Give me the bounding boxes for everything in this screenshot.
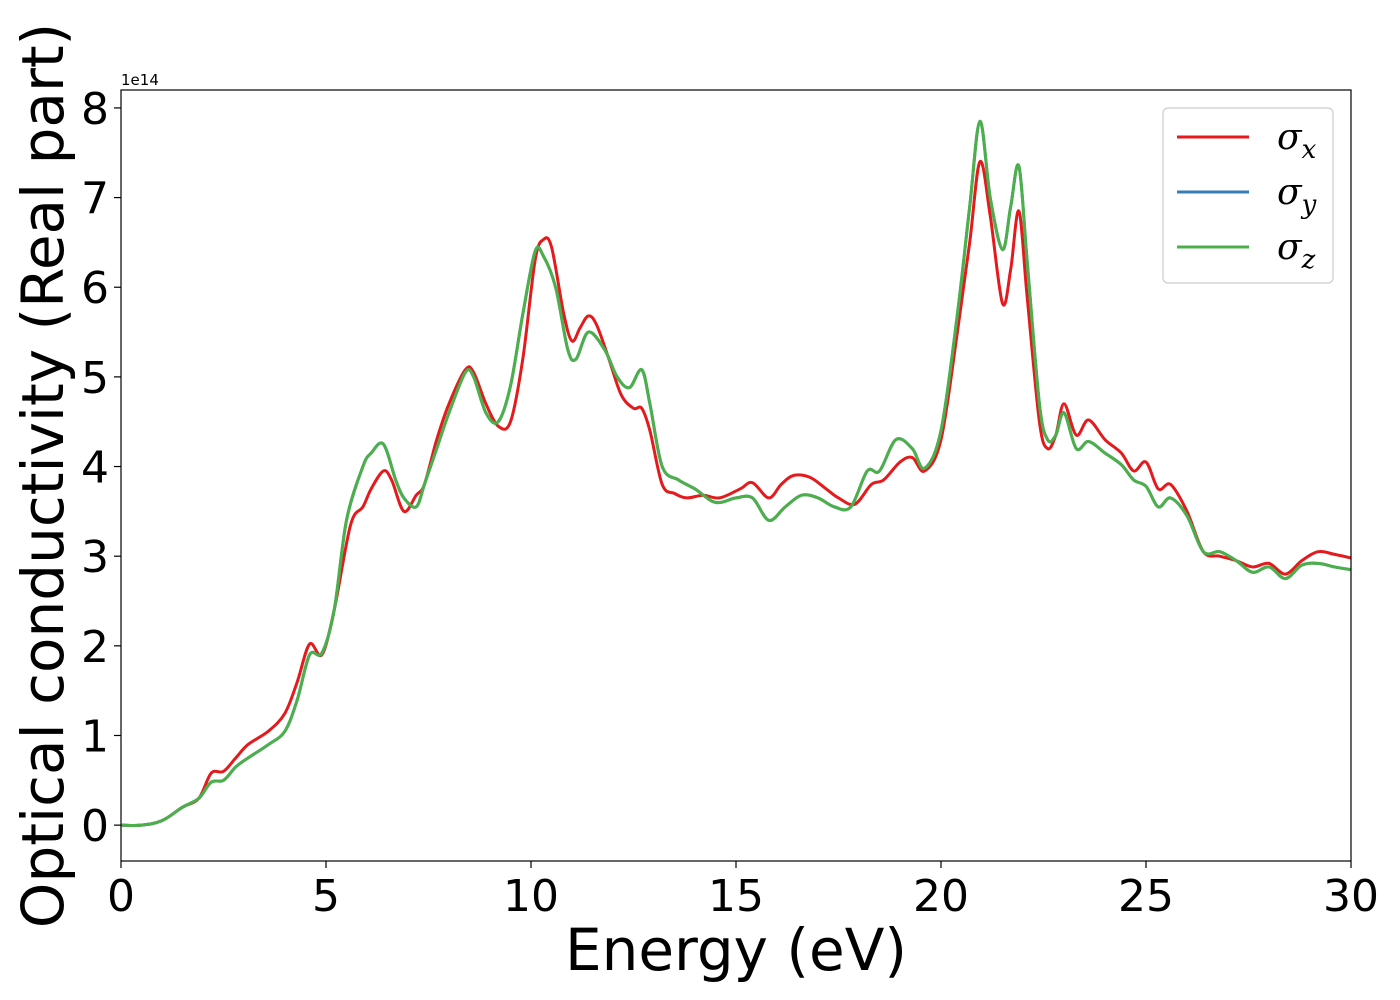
x-tick-label: 20 <box>913 871 969 922</box>
y-tick-label: 0 <box>81 801 109 852</box>
y-tick-label: 5 <box>81 353 109 404</box>
y-tick-label: 1 <box>81 711 109 762</box>
x-tick-label: 0 <box>107 871 135 922</box>
legend: σx σy σz <box>1162 107 1334 284</box>
x-tick-label: 10 <box>503 871 559 922</box>
x-axis: 0 5 10 15 20 25 30 <box>107 861 1379 922</box>
y-axis: 0 1 2 3 4 5 6 7 8 <box>81 84 121 852</box>
series-line-x <box>121 160 1351 827</box>
y-tick-label: 4 <box>81 443 109 494</box>
y-tick-label: 2 <box>81 622 109 673</box>
x-tick-label: 5 <box>312 871 340 922</box>
series-line-z <box>121 119 1351 827</box>
y-axis-title: Optical conductivity (Real part) <box>9 23 77 928</box>
legend-label-y: σy <box>1277 172 1317 220</box>
series-layer <box>121 119 1351 827</box>
y-tick-label: 6 <box>81 263 109 314</box>
y-tick-label: 8 <box>81 84 109 135</box>
legend-box <box>1162 107 1334 284</box>
x-tick-label: 15 <box>708 871 764 922</box>
legend-label-x: σx <box>1277 117 1317 165</box>
x-tick-label: 25 <box>1118 871 1174 922</box>
x-axis-title: Energy (eV) <box>565 916 907 984</box>
y-offset-label: 1e14 <box>121 71 159 89</box>
y-tick-label: 3 <box>81 532 109 583</box>
x-tick-label: 30 <box>1323 871 1379 922</box>
legend-label-z: σz <box>1277 227 1316 275</box>
y-tick-label: 7 <box>81 174 109 225</box>
